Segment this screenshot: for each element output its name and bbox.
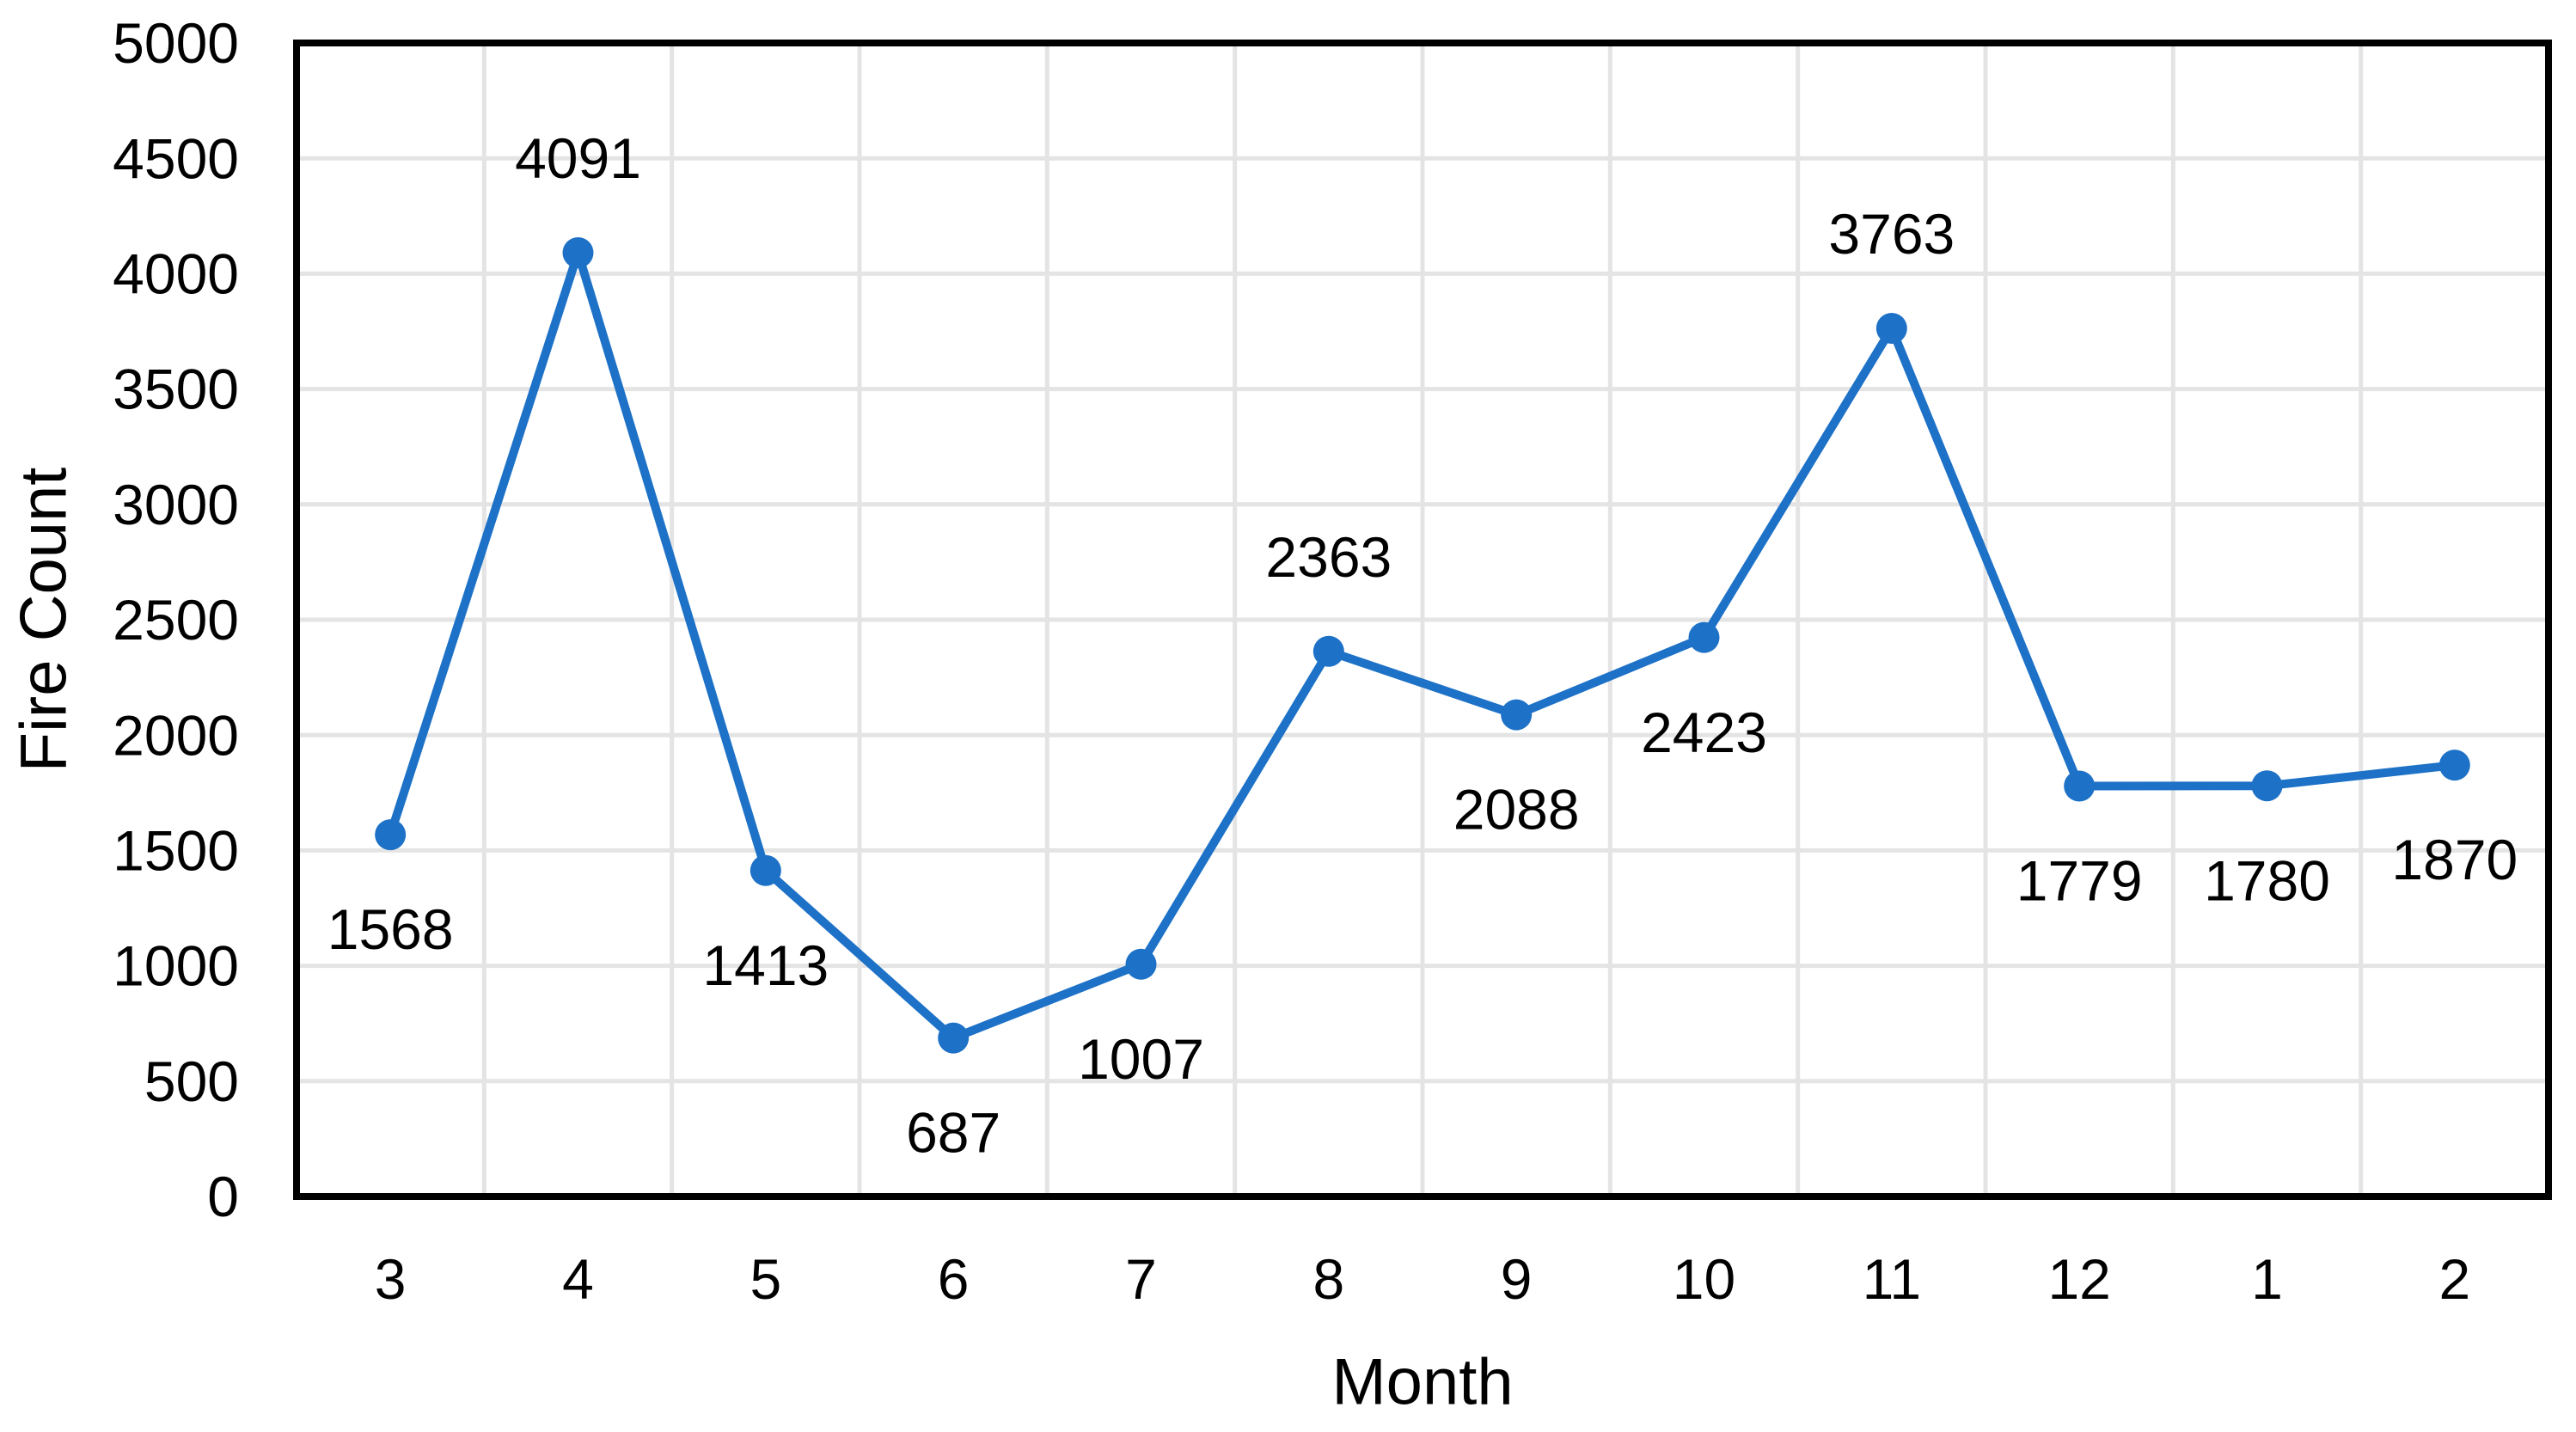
data-point-label: 1779 xyxy=(2016,849,2143,913)
x-tick-label: 1 xyxy=(2251,1247,2283,1311)
data-point-label: 1870 xyxy=(2391,828,2518,891)
series-polyline xyxy=(386,248,2459,1043)
x-tick-label: 3 xyxy=(375,1247,407,1311)
data-point-marker xyxy=(1875,313,1907,345)
x-axis-title: Month xyxy=(1331,1346,1513,1419)
data-point-marker xyxy=(1688,621,1720,653)
x-tick-label: 8 xyxy=(1312,1247,1344,1311)
y-tick-label: 1500 xyxy=(113,819,239,883)
data-point-marker xyxy=(2064,770,2096,802)
x-tick-label: 11 xyxy=(1863,1247,1922,1311)
series-markers xyxy=(375,236,2470,1054)
y-tick-label: 0 xyxy=(207,1165,239,1228)
data-point-label: 2423 xyxy=(1641,701,1767,764)
plot-border xyxy=(293,40,2552,1200)
x-tick-label: 6 xyxy=(938,1247,970,1311)
data-point-marker xyxy=(2251,770,2283,802)
data-point-label: 1007 xyxy=(1078,1027,1204,1091)
data-point-marker xyxy=(2438,750,2470,781)
y-tick-label: 2500 xyxy=(113,588,239,652)
y-tick-label: 4000 xyxy=(113,242,239,306)
data-point-label: 687 xyxy=(906,1101,1000,1165)
y-tick-label: 500 xyxy=(144,1050,239,1113)
data-point-marker xyxy=(1125,948,1157,980)
data-point-label: 4091 xyxy=(515,126,641,190)
data-point-marker xyxy=(375,819,407,851)
y-axis-tick-labels: 0 500 1000 1500 2000 2500 3000 3500 4000 4500 5000 xyxy=(113,11,239,1228)
data-point-label: 3763 xyxy=(1828,202,1955,266)
x-tick-label: 10 xyxy=(1673,1247,1735,1311)
data-point-label: 1568 xyxy=(327,897,454,961)
y-tick-label: 1000 xyxy=(113,934,239,998)
x-tick-label: 12 xyxy=(2047,1247,2110,1311)
data-point-label: 2088 xyxy=(1453,778,1580,841)
x-tick-label: 5 xyxy=(750,1247,781,1311)
y-tick-label: 2000 xyxy=(113,703,239,767)
data-point-marker xyxy=(750,854,781,886)
y-tick-label: 3000 xyxy=(113,473,239,536)
data-point-label: 2363 xyxy=(1265,525,1392,589)
data-point-label: 1780 xyxy=(2204,848,2330,912)
x-tick-label: 7 xyxy=(1125,1247,1157,1311)
series-line xyxy=(386,248,2459,1043)
data-point-label: 1413 xyxy=(702,933,829,997)
gridlines xyxy=(297,43,2548,1196)
data-point-marker xyxy=(1312,635,1344,667)
y-tick-label: 4500 xyxy=(113,126,239,190)
x-tick-label: 2 xyxy=(2438,1247,2470,1311)
data-point-marker xyxy=(1501,699,1533,731)
x-tick-label: 9 xyxy=(1501,1247,1533,1311)
data-point-marker xyxy=(938,1022,970,1054)
data-point-marker xyxy=(562,236,594,268)
x-tick-label: 4 xyxy=(562,1247,594,1311)
x-axis-tick-labels: 3 4 5 6 7 8 9 10 11 12 1 2 xyxy=(375,1247,2470,1311)
y-tick-label: 3500 xyxy=(113,358,239,421)
y-tick-label: 5000 xyxy=(113,11,239,75)
y-axis-title: Fire Count xyxy=(8,468,81,773)
data-labels: 1568 4091 1413 687 1007 2363 2088 2423 3763 1779 1… xyxy=(327,126,2518,1165)
